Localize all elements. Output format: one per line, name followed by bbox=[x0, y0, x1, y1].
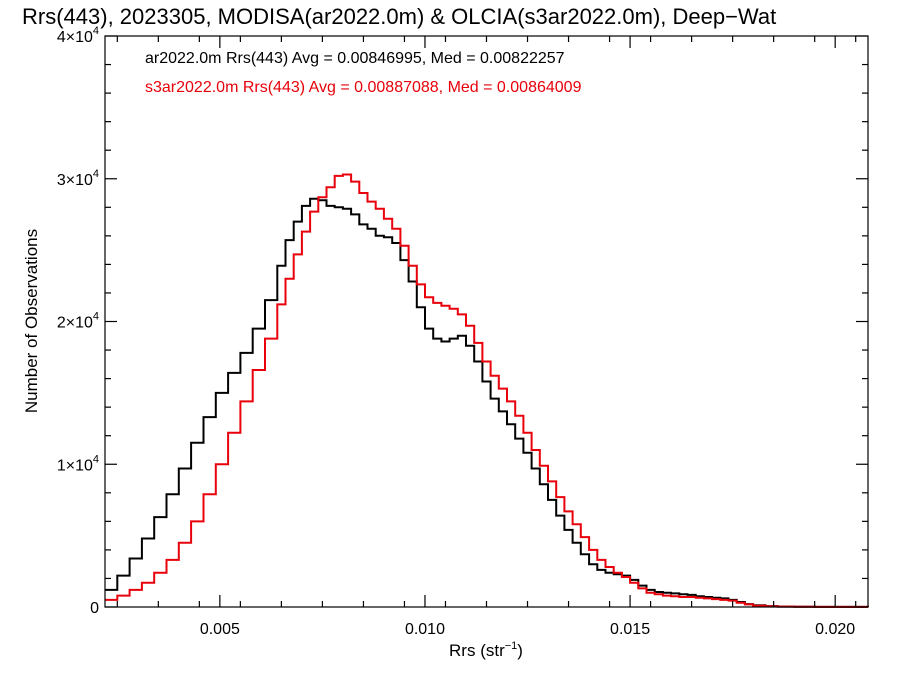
x-tick-label: 0.010 bbox=[405, 621, 445, 638]
x-tick-label: 0.020 bbox=[815, 621, 855, 638]
x-tick-label: 0.015 bbox=[610, 621, 650, 638]
y-axis-label: Number of Observations bbox=[22, 229, 41, 413]
y-tick-label: 4×104 bbox=[57, 25, 99, 46]
series-layer bbox=[105, 173, 869, 608]
y-tick-label: 2×104 bbox=[57, 311, 99, 332]
legend: ar2022.0m Rrs(443) Avg = 0.00846995, Med… bbox=[145, 50, 582, 96]
tick-layer bbox=[105, 35, 868, 608]
tick-label-layer: 0.005 0.010 0.015 0.020 0 1×104 2×104 3×104 4×10… bbox=[57, 25, 855, 638]
x-axis-label: Rrs (str−1) bbox=[449, 640, 523, 660]
legend-entry-ar2022: ar2022.0m Rrs(443) Avg = 0.00846995, Med… bbox=[145, 50, 565, 67]
series-line-s3ar2022-0m bbox=[105, 173, 869, 608]
x-axis-label-superscript: −1 bbox=[505, 640, 518, 652]
plot-frame bbox=[104, 35, 869, 608]
legend-entry-s3ar2022: s3ar2022.0m Rrs(443) Avg = 0.00887088, M… bbox=[145, 79, 582, 96]
chart-title: Rrs(443), 2023305, MODISA(ar2022.0m) & O… bbox=[22, 4, 776, 29]
x-tick-label: 0.005 bbox=[200, 621, 240, 638]
y-tick-label: 3×104 bbox=[57, 168, 99, 189]
y-tick-label: 1×104 bbox=[57, 453, 99, 474]
series-line-ar2022-0m bbox=[105, 197, 869, 608]
x-axis-label-end: ) bbox=[517, 641, 523, 660]
x-axis-label-text: Rrs (str bbox=[449, 641, 505, 660]
y-tick-label: 0 bbox=[90, 600, 99, 617]
